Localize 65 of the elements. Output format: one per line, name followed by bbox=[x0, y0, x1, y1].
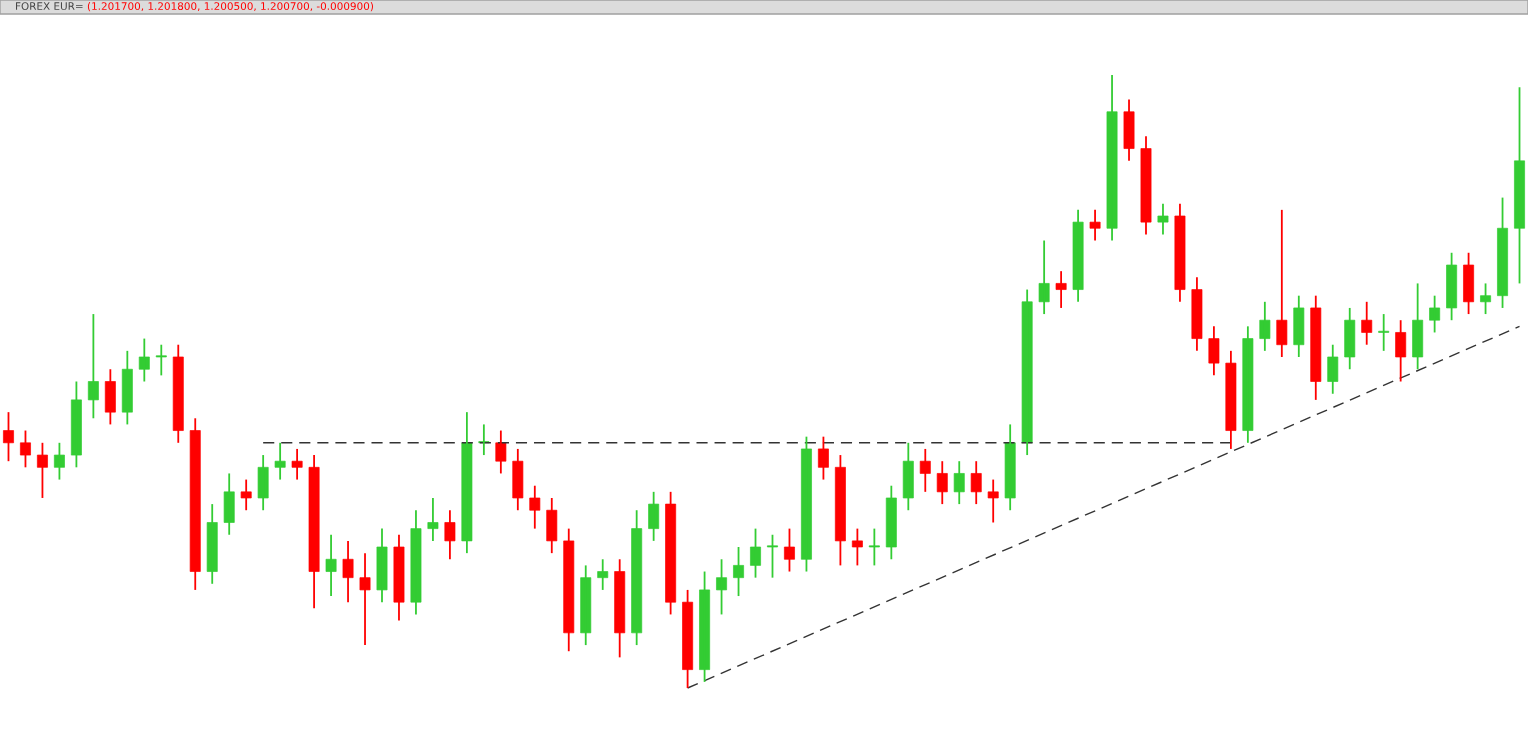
candlestick bbox=[716, 558, 727, 616]
candlestick bbox=[461, 411, 473, 555]
candlestick bbox=[495, 429, 507, 475]
candlestick bbox=[1004, 423, 1016, 512]
candlestick bbox=[274, 441, 286, 481]
candlestick bbox=[1157, 202, 1169, 236]
candlestick bbox=[410, 509, 422, 616]
candlestick bbox=[427, 497, 439, 542]
candlestick bbox=[138, 337, 150, 383]
candlestick bbox=[20, 429, 31, 469]
candlestick bbox=[155, 343, 167, 377]
candlestick bbox=[699, 570, 711, 683]
candlestick bbox=[970, 460, 982, 506]
chart-subtitle: (1.201700, 1.201800, 1.200500, 1.200700, -0.000900) bbox=[87, 1, 373, 12]
candlestick bbox=[1106, 74, 1118, 242]
candlestick bbox=[512, 448, 524, 512]
candlestick bbox=[393, 533, 405, 622]
candlestick bbox=[53, 441, 65, 481]
candlestick bbox=[257, 454, 269, 512]
candlestick bbox=[37, 441, 48, 499]
candlestick bbox=[1191, 276, 1203, 352]
candlestick bbox=[546, 497, 558, 555]
candlestick bbox=[1072, 208, 1084, 303]
candlestick bbox=[240, 478, 252, 512]
candlestick bbox=[767, 533, 778, 579]
candlestick bbox=[801, 435, 812, 573]
candlestick bbox=[1174, 202, 1186, 303]
candlestick bbox=[750, 527, 761, 579]
candlestick bbox=[325, 533, 337, 597]
candlestick bbox=[1378, 313, 1390, 352]
candlestick bbox=[223, 472, 235, 536]
candlestick bbox=[291, 448, 303, 481]
candlestick bbox=[784, 527, 795, 573]
candlestick bbox=[1021, 288, 1033, 456]
candlestick bbox=[733, 546, 744, 597]
chart-title: FOREX EUR= bbox=[16, 2, 83, 11]
candlestick bbox=[376, 527, 388, 604]
candlestick bbox=[342, 539, 354, 604]
candlestick bbox=[444, 509, 456, 561]
candlestick bbox=[1429, 294, 1441, 334]
candlestick bbox=[1242, 325, 1254, 444]
candlestick bbox=[308, 454, 320, 610]
candlestick bbox=[1038, 239, 1050, 315]
candlestick bbox=[1293, 294, 1305, 358]
candlestick bbox=[1225, 349, 1237, 450]
candlestick bbox=[1310, 294, 1322, 401]
candlestick bbox=[359, 552, 371, 646]
candlestick bbox=[3, 411, 14, 463]
candlestick bbox=[1259, 300, 1271, 352]
candlestick bbox=[851, 527, 863, 567]
candlestick bbox=[529, 484, 541, 530]
candlestick bbox=[1123, 98, 1135, 162]
candlestick bbox=[1089, 208, 1101, 242]
candlestick bbox=[1276, 208, 1288, 358]
candlestick bbox=[1514, 86, 1525, 285]
candlestick bbox=[987, 478, 999, 524]
candlestick bbox=[1140, 135, 1152, 236]
candlestick bbox=[206, 503, 218, 585]
candlestick bbox=[1480, 282, 1491, 315]
candlestick bbox=[1208, 325, 1220, 377]
candlestick bbox=[1497, 196, 1508, 309]
candlestick bbox=[1055, 270, 1067, 309]
candlestick bbox=[817, 435, 829, 481]
candlestick bbox=[1463, 251, 1475, 315]
candlestick bbox=[868, 527, 880, 567]
